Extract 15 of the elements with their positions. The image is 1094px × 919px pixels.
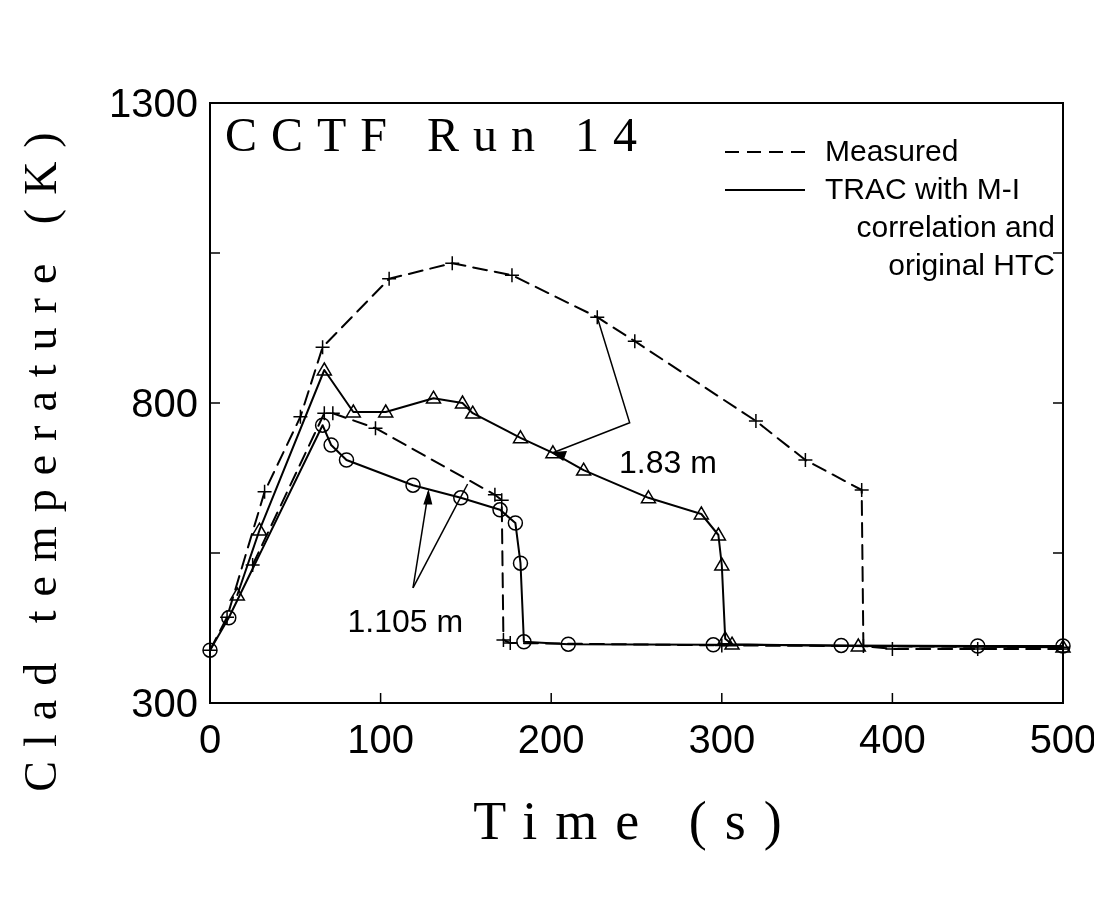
x-tick-label: 400 bbox=[859, 717, 926, 761]
annotation: 1.105 m bbox=[347, 602, 464, 639]
legend-label: Measured bbox=[825, 134, 959, 167]
annotation: 1.83 m bbox=[618, 443, 717, 480]
x-tick-label: 100 bbox=[347, 717, 414, 761]
x-tick-label: 300 bbox=[688, 717, 756, 761]
x-tick-label: 0 bbox=[198, 717, 222, 761]
chart-title: CCTF Run 14 bbox=[225, 108, 652, 161]
y-tick-label: 300 bbox=[131, 681, 198, 725]
y-axis-title: Clad temperature (K) bbox=[15, 118, 66, 792]
y-tick-label: 1300 bbox=[109, 81, 198, 125]
y-tick-label: 800 bbox=[131, 381, 198, 425]
legend-label: TRAC with M-I correlation and original HTC bbox=[825, 172, 1055, 281]
x-axis-title: Time (s) bbox=[473, 791, 800, 851]
x-tick-label: 200 bbox=[517, 717, 585, 761]
